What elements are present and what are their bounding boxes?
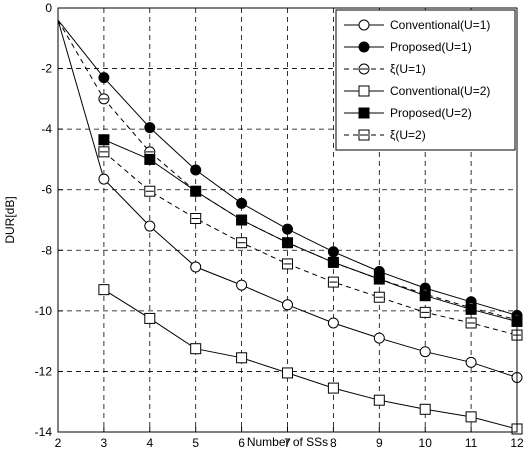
x-tick-label: 7	[284, 436, 291, 450]
series-6	[98, 146, 523, 341]
x-tick-label: 2	[55, 436, 62, 450]
data-point	[327, 256, 339, 268]
data-point	[373, 394, 385, 406]
legend-label: Conventional(U=1)	[390, 18, 490, 32]
legend-item: Proposed(U=1)	[344, 40, 472, 54]
data-point	[465, 303, 477, 315]
data-point	[190, 164, 202, 176]
x-tick-label: 8	[330, 436, 337, 450]
data-point	[144, 153, 156, 165]
data-point	[373, 332, 385, 344]
data-point	[190, 261, 202, 273]
legend-marker	[358, 41, 370, 53]
axes: 2 3 4 5 6 7 8 9 10 11 12 0 -2 -4 -6 -8 -10 -12 -14	[35, 1, 524, 450]
data-point	[144, 122, 156, 134]
y-tick-label: -6	[41, 183, 52, 197]
legend-marker	[358, 107, 370, 119]
legend-item: Conventional(U=2)	[344, 84, 490, 98]
x-tick-label: 6	[238, 436, 245, 450]
legend-label: Proposed(U=2)	[390, 106, 472, 120]
x-tick-label: 4	[146, 436, 153, 450]
data-point	[190, 185, 202, 197]
legend-marker	[358, 85, 370, 97]
series-line	[103, 151, 518, 336]
series-4	[98, 284, 523, 435]
y-tick-label: 0	[45, 1, 52, 15]
data-point	[282, 223, 293, 235]
x-tick-label: 9	[376, 436, 383, 450]
legend-item: Conventional(U=1)	[344, 18, 490, 32]
data-point	[465, 411, 477, 423]
legend-item: ξ(U=1)	[344, 62, 426, 76]
x-tick-label: 11	[465, 436, 478, 450]
series-1	[57, 19, 523, 383]
data-point	[282, 299, 293, 311]
plot-frame	[57, 7, 518, 433]
data-point	[190, 343, 202, 355]
y-tick-label: -2	[41, 62, 52, 76]
y-tick-label: -14	[35, 425, 53, 439]
series-layer	[57, 19, 523, 435]
y-tick-label: -4	[41, 122, 52, 136]
data-point	[98, 173, 110, 185]
y-axis-label: DUR[dB]	[3, 196, 17, 243]
data-point	[236, 197, 248, 209]
data-point	[327, 382, 339, 394]
x-tick-label: 10	[419, 436, 433, 450]
data-point	[282, 237, 293, 249]
y-tick-label: -8	[41, 243, 52, 257]
data-point	[327, 246, 339, 258]
data-point	[98, 72, 110, 84]
data-point	[144, 312, 156, 324]
legend-label: ξ(U=2)	[390, 128, 426, 142]
data-point	[327, 317, 339, 329]
data-point	[98, 134, 110, 146]
legend-marker	[358, 19, 370, 31]
y-tick-label: -10	[35, 304, 53, 318]
data-point	[236, 352, 248, 364]
series-line	[103, 139, 518, 322]
data-point	[144, 220, 156, 232]
legend-item: Proposed(U=2)	[344, 106, 472, 120]
data-point	[236, 279, 248, 291]
x-tick-label: 12	[510, 436, 524, 450]
y-tick-label: -12	[35, 364, 53, 378]
data-point	[419, 346, 431, 358]
x-tick-label: 3	[101, 436, 108, 450]
series-line	[103, 289, 518, 430]
data-point	[419, 403, 431, 415]
data-point	[465, 356, 477, 368]
legend-label: Conventional(U=2)	[390, 84, 490, 98]
data-point	[282, 367, 293, 379]
x-axis-label: Number of SSs	[247, 435, 328, 449]
series-5	[98, 134, 523, 327]
legend: Conventional(U=1) Proposed(U=1) ξ(U=1) Conv…	[335, 9, 516, 151]
data-point	[236, 214, 248, 226]
data-point	[98, 284, 110, 296]
data-point	[373, 273, 385, 285]
x-tick-label: 5	[192, 436, 199, 450]
legend-item: ξ(U=2)	[344, 128, 426, 142]
data-point	[419, 290, 431, 302]
legend-label: ξ(U=1)	[390, 62, 426, 76]
legend-box	[335, 9, 516, 151]
legend-label: Proposed(U=1)	[390, 40, 472, 54]
